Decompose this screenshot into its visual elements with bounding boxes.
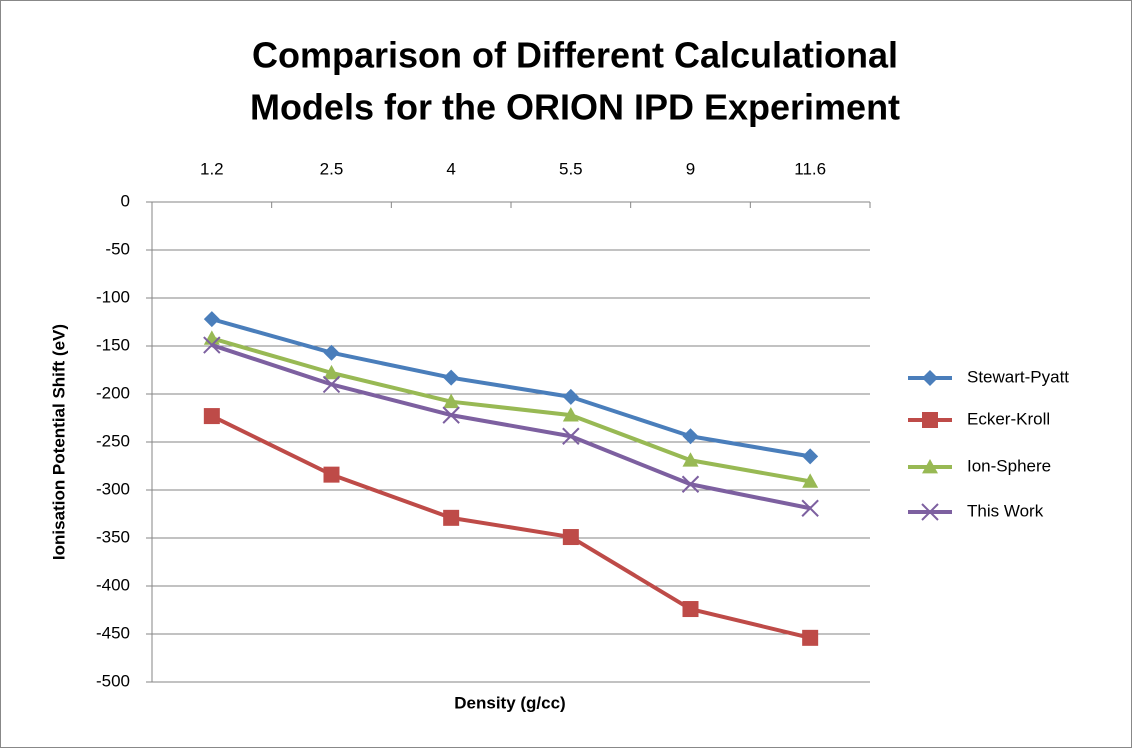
- y-tick-label: -450: [96, 623, 130, 642]
- marker: [681, 475, 700, 493]
- marker: [562, 427, 580, 445]
- marker: [682, 452, 699, 467]
- chart-title: Models for the ORION IPD Experiment: [250, 87, 900, 128]
- series-line: [211, 317, 811, 459]
- legend-label: Ecker-Kroll: [967, 409, 1050, 428]
- x-tick-label: 9: [686, 159, 695, 178]
- marker: [801, 499, 819, 517]
- marker: [443, 509, 460, 526]
- marker: [802, 473, 819, 488]
- series: [203, 336, 819, 517]
- legend-marker: [922, 370, 938, 386]
- x-tick-label: 11.6: [794, 159, 826, 178]
- y-tick-label: -350: [96, 527, 130, 546]
- legend-marker: [921, 503, 939, 521]
- marker: [323, 344, 340, 361]
- legend-label: Ion-Sphere: [967, 456, 1051, 475]
- series: [203, 330, 819, 488]
- series: [203, 311, 819, 465]
- y-tick-label: -100: [96, 287, 130, 306]
- marker: [322, 375, 341, 394]
- marker: [562, 388, 579, 405]
- marker: [682, 428, 699, 445]
- y-tick-label: -500: [96, 671, 130, 690]
- marker: [802, 448, 819, 465]
- legend-marker: [922, 459, 938, 474]
- marker: [323, 466, 340, 483]
- y-tick-label: -150: [96, 335, 130, 354]
- series-line: [211, 336, 811, 484]
- x-axis-title: Density (g/cc): [454, 693, 565, 712]
- x-tick-label: 4: [446, 159, 455, 178]
- series-line: [210, 414, 811, 640]
- y-tick-label: -200: [96, 383, 130, 402]
- x-tick-label: 1.2: [200, 159, 224, 178]
- marker: [682, 601, 699, 618]
- y-tick-label: -250: [96, 431, 130, 450]
- chart-title: Comparison of Different Calculational: [252, 35, 898, 76]
- y-axis-title: Ionisation Potential Shift (eV): [49, 324, 68, 560]
- y-tick-label: -300: [96, 479, 130, 498]
- series-line: [211, 343, 811, 511]
- x-tick-label: 2.5: [320, 159, 344, 178]
- marker: [203, 336, 221, 354]
- y-tick-label: 0: [121, 191, 130, 210]
- y-tick-label: -400: [96, 575, 130, 594]
- marker: [442, 406, 460, 424]
- marker: [203, 408, 220, 425]
- x-tick-label: 5.5: [559, 159, 583, 178]
- legend-label: Stewart-Pyatt: [967, 367, 1069, 386]
- series: [203, 408, 819, 646]
- marker: [443, 393, 460, 409]
- marker: [562, 529, 579, 546]
- y-tick-label: -50: [105, 239, 130, 258]
- marker: [323, 364, 340, 380]
- marker: [443, 369, 460, 386]
- marker: [203, 311, 220, 328]
- legend-label: This Work: [967, 501, 1044, 520]
- marker: [802, 629, 819, 646]
- legend-marker: [922, 412, 938, 428]
- marker: [562, 407, 579, 422]
